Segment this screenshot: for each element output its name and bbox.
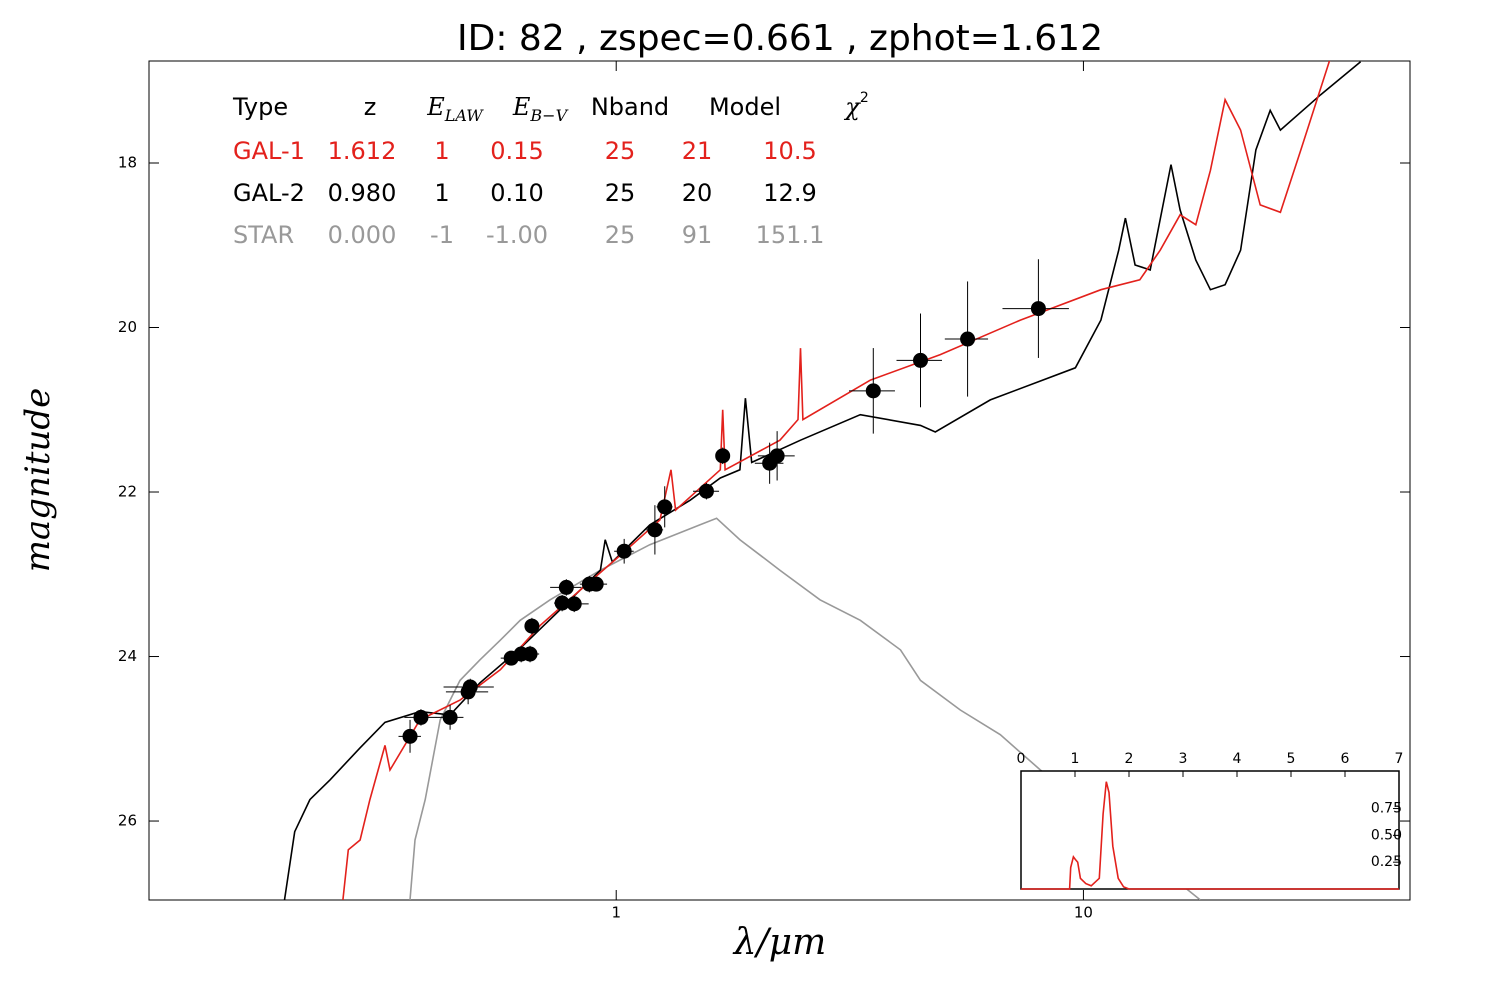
inset-x-tick-label: 2 <box>1125 751 1134 767</box>
table-cell: GAL-2 <box>233 179 305 207</box>
header-text: χ <box>843 93 861 121</box>
header-text: Nband <box>591 93 669 121</box>
inset-y-tick-label: 0.25 <box>1371 854 1402 870</box>
x-tick-label: 10 <box>1074 904 1093 922</box>
x-axis-label: λ/μm <box>732 922 826 963</box>
inset-x-tick-label: 4 <box>1233 751 1242 767</box>
y-tick-label: 24 <box>118 647 137 665</box>
header-text: E <box>426 93 445 121</box>
data-point <box>522 646 538 662</box>
table-cell: 25 <box>605 179 636 207</box>
table-cell: 21 <box>682 137 713 165</box>
data-point <box>769 448 785 464</box>
inset-frame <box>1020 770 1400 890</box>
data-point <box>1030 301 1046 317</box>
inset-x-tick-label: 0 <box>1017 751 1026 767</box>
inset: 0 1 2 3 4 5 6 7 0.25 0.50 0.75 <box>1017 751 1404 890</box>
data-point <box>402 728 418 744</box>
table-cell: 10.5 <box>763 137 816 165</box>
table-cell: 0.10 <box>490 179 543 207</box>
table-cell: 0.980 <box>328 179 397 207</box>
data-point <box>913 352 929 368</box>
data-point <box>657 499 673 515</box>
data-point <box>524 618 540 634</box>
inset-y-tick-label: 0.50 <box>1371 827 1402 843</box>
table-cell: -1.00 <box>486 221 548 249</box>
inset-y-tick-label: 0.75 <box>1371 801 1402 817</box>
data-point <box>647 522 663 538</box>
header-subscript: B−V <box>529 106 568 125</box>
data-point <box>715 448 731 464</box>
y-tick-label: 26 <box>118 812 137 830</box>
chart-title: ID: 82 , zspec=0.661 , zphot=1.612 <box>457 18 1103 59</box>
table-cell: 0.000 <box>328 221 397 249</box>
inset-x-tick-label: 7 <box>1395 751 1404 767</box>
table-cell: 1.612 <box>328 137 397 165</box>
header-text: Model <box>709 93 781 121</box>
table-cell: -1 <box>430 221 454 249</box>
plot-area <box>283 61 1362 900</box>
data-point <box>554 595 570 611</box>
y-tick-label: 20 <box>118 318 137 336</box>
column-header: z <box>364 93 377 121</box>
data-point <box>865 383 881 399</box>
header-text: z <box>364 93 377 121</box>
header-text: E <box>512 93 531 121</box>
table-cell: 20 <box>682 179 713 207</box>
inset-x-tick-label: 3 <box>1179 751 1188 767</box>
data-point <box>442 709 458 725</box>
x-tick-label: 1 <box>611 904 621 922</box>
table-cell: 0.15 <box>490 137 543 165</box>
y-axis-label: magnitude <box>18 388 58 573</box>
table-cell: 25 <box>605 137 636 165</box>
table-cell: 151.1 <box>756 221 825 249</box>
data-point <box>960 331 976 347</box>
y-tick-label: 18 <box>118 153 137 171</box>
header-superscript: 2 <box>860 90 869 106</box>
table-cell: 91 <box>682 221 713 249</box>
table-cell: 12.9 <box>763 179 816 207</box>
data-point <box>558 579 574 595</box>
data-point <box>462 679 478 695</box>
inset-x-tick-label: 5 <box>1287 751 1296 767</box>
table-cell: 1 <box>434 179 449 207</box>
column-header: χ2 <box>843 90 868 121</box>
model-line <box>409 517 1201 900</box>
column-header: ELAW <box>426 93 484 125</box>
header-subscript: LAW <box>444 106 485 125</box>
column-header: Model <box>709 93 781 121</box>
data-point <box>566 596 582 612</box>
data-point <box>698 483 714 499</box>
plot-frame <box>148 60 1411 901</box>
pdf-line <box>1021 781 1399 890</box>
table-cell: GAL-1 <box>233 137 305 165</box>
table-cell: STAR <box>233 221 294 249</box>
y-tick-label: 22 <box>118 483 137 501</box>
column-header: EB−V <box>512 93 569 125</box>
column-header: Type <box>232 93 288 121</box>
data-point <box>616 543 632 559</box>
inset-x-tick-label: 1 <box>1071 751 1080 767</box>
inset-x-tick-label: 6 <box>1341 751 1350 767</box>
table-cell: 1 <box>434 137 449 165</box>
header-text: Type <box>232 93 288 121</box>
data-point <box>413 709 429 725</box>
table-cell: 25 <box>605 221 636 249</box>
data-point <box>588 576 604 592</box>
column-header: Nband <box>591 93 669 121</box>
